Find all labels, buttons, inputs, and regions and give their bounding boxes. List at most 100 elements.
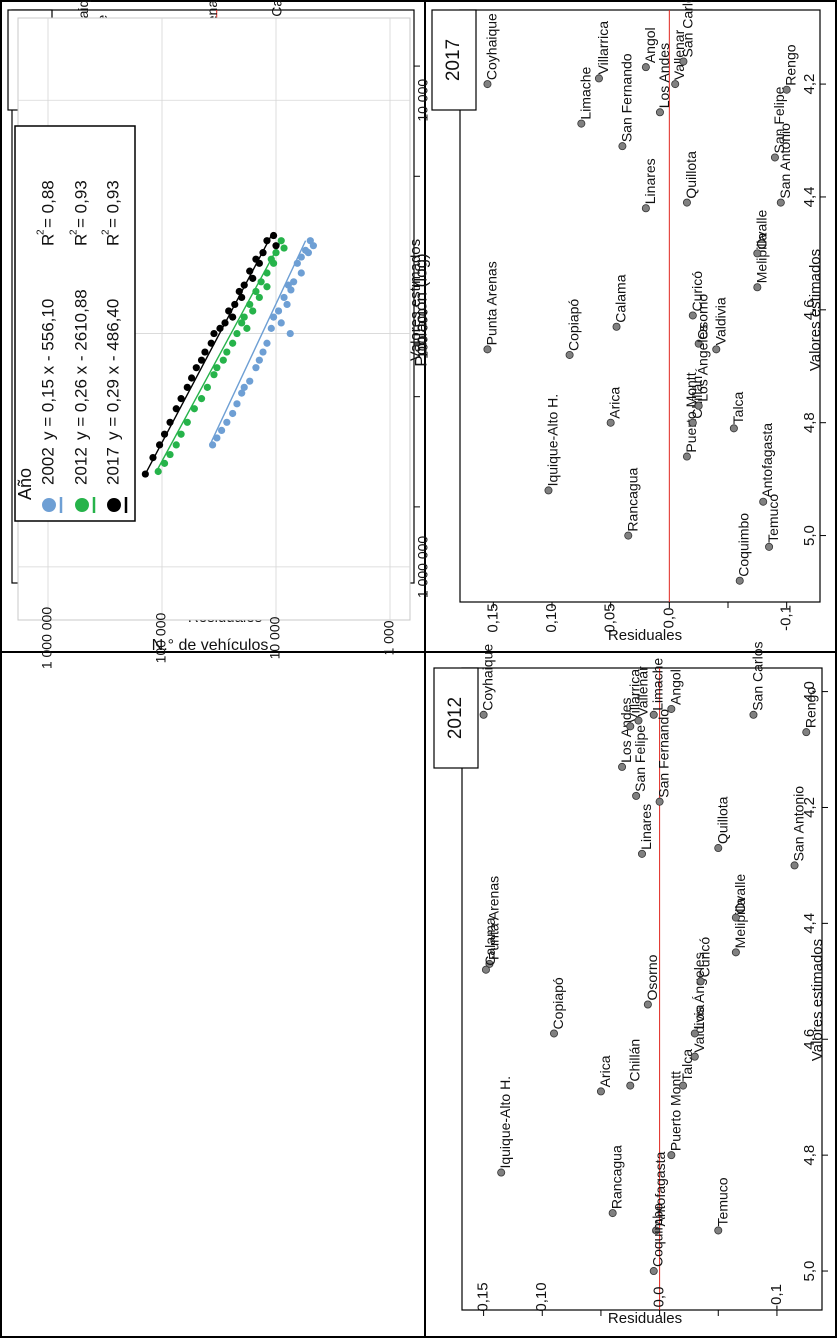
point-label: Calama: [482, 917, 498, 965]
residual-point: [485, 959, 494, 968]
data-point: [269, 231, 278, 240]
data-point: [187, 374, 196, 382]
point-label: San Felipe: [771, 86, 787, 153]
data-point: [160, 459, 169, 467]
point-label: Arica: [597, 1055, 613, 1087]
data-point: [287, 286, 295, 294]
point-label: Ovalle: [732, 874, 748, 914]
point-label: Puerto Montt: [667, 1071, 683, 1151]
point-label: Vallenar: [634, 666, 650, 717]
y-tick-label: 0,15: [484, 603, 501, 632]
population-axis-label: Población (log): [411, 253, 430, 366]
residual-point: [544, 486, 553, 495]
residual-point: [481, 965, 490, 974]
y-tick-label: 0,05: [602, 603, 619, 632]
residual-point: [735, 576, 744, 585]
vehicles-tick-label: 1 000 000: [39, 607, 55, 669]
point-label: Angol: [642, 27, 658, 63]
data-point: [213, 364, 221, 372]
data-point: [269, 259, 278, 267]
legend-r2-prefix: R: [71, 234, 90, 246]
residual-point: [770, 153, 779, 162]
data-point: [172, 441, 180, 449]
point-label: Rengo: [802, 687, 818, 728]
point-label: Los Ángeles: [695, 325, 711, 402]
point-label: Chillán: [626, 1039, 642, 1082]
point-label: Osorno: [644, 954, 660, 1000]
residual-point: [612, 322, 621, 331]
residual-point: [688, 418, 697, 427]
residual-point: [641, 63, 650, 72]
data-point: [218, 426, 226, 435]
y-tick-label: 0,0: [651, 1287, 668, 1308]
point-label: San Antonio: [791, 786, 807, 862]
residual-point: [753, 249, 762, 258]
data-point: [252, 364, 260, 372]
data-point: [280, 293, 288, 302]
residual-point: [753, 283, 762, 292]
point-label: Calama: [613, 274, 629, 322]
y-tick-label: -0,1: [778, 605, 795, 631]
residual-point: [776, 198, 785, 207]
data-point: [238, 389, 246, 397]
plot-frame: [459, 9, 821, 603]
legend-r2-prefix: R: [103, 234, 122, 246]
point-label: Iquique-Alto H.: [544, 394, 560, 487]
point-label: Temuco: [714, 1177, 730, 1226]
residual-point: [638, 849, 647, 858]
x-tick-label: 4,0: [801, 681, 818, 702]
residual-point: [624, 531, 633, 540]
residual-point: [682, 198, 691, 207]
legend-title: Año: [15, 468, 35, 500]
y-axis-label: Residuales: [608, 627, 682, 644]
data-point: [304, 249, 312, 257]
panel-title: 2012: [445, 697, 466, 739]
residual-point: [682, 452, 691, 461]
data-point: [190, 405, 198, 413]
residual-point: [712, 345, 721, 354]
residual-point: [765, 542, 774, 551]
point-label: Ovalle: [753, 209, 769, 249]
plot-frame: [461, 667, 823, 1311]
residual-point: [649, 1267, 658, 1276]
point-label: Quillota: [714, 796, 730, 844]
data-point: [263, 283, 271, 291]
residual-point: [759, 497, 768, 506]
point-label: Linares: [642, 158, 658, 204]
data-point: [233, 400, 241, 408]
residual-point: [626, 722, 635, 731]
data-point: [210, 329, 218, 338]
residual-point: [694, 339, 703, 348]
data-point: [255, 293, 263, 302]
point-label: Antofagasta: [759, 423, 775, 498]
series-2012: [154, 237, 288, 476]
legend-marker: [75, 498, 89, 512]
point-label: Puerto Montt: [683, 372, 699, 452]
residual-point: [565, 350, 574, 359]
data-point: [233, 329, 241, 338]
legend-box: [14, 125, 136, 522]
point-label: Talca: [730, 391, 746, 424]
y-axis-label: Residuales: [608, 1310, 682, 1327]
data-point: [219, 356, 227, 364]
residual-point: [731, 948, 740, 957]
residual-point: [596, 1087, 605, 1096]
point-label: Los Ángeles: [691, 952, 707, 1029]
point-label: San Fernando: [656, 709, 672, 798]
legend-year: 2017: [103, 447, 122, 485]
trend-line: [144, 235, 272, 475]
point-label: Valdivia: [691, 1004, 707, 1052]
residual-point: [652, 1226, 661, 1235]
point-label: Rancagua: [624, 468, 640, 532]
point-label: Iquique-Alto H.: [497, 1076, 513, 1169]
residual-point: [782, 85, 791, 94]
residual-point: [671, 80, 680, 89]
data-point: [203, 383, 211, 391]
series-2002: [208, 237, 317, 449]
point-label: Melipilla: [753, 232, 769, 283]
y-tick-label: 0,0: [660, 608, 677, 629]
data-point: [229, 313, 237, 321]
data-point: [238, 319, 246, 327]
data-point: [210, 371, 218, 379]
